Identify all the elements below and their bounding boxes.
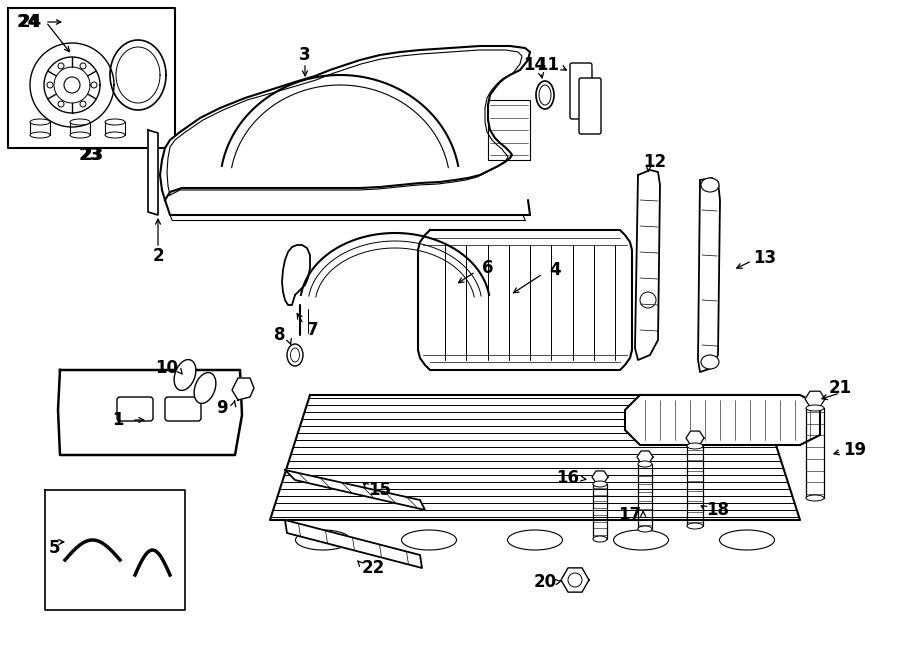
Ellipse shape — [30, 119, 50, 125]
Ellipse shape — [105, 132, 125, 138]
Text: 9: 9 — [216, 399, 228, 417]
Polygon shape — [561, 568, 589, 592]
Polygon shape — [270, 395, 800, 520]
Ellipse shape — [70, 132, 90, 138]
Ellipse shape — [593, 536, 607, 542]
Polygon shape — [477, 320, 493, 350]
Text: 20: 20 — [534, 573, 556, 591]
Polygon shape — [477, 280, 493, 310]
Ellipse shape — [105, 119, 125, 125]
Polygon shape — [507, 320, 523, 350]
Polygon shape — [507, 280, 523, 310]
Text: 6: 6 — [482, 259, 494, 277]
Ellipse shape — [701, 178, 719, 192]
Polygon shape — [597, 280, 613, 310]
Text: 23: 23 — [78, 146, 102, 164]
Text: 19: 19 — [843, 441, 867, 459]
Polygon shape — [285, 520, 422, 568]
Polygon shape — [160, 46, 530, 200]
Polygon shape — [105, 122, 125, 135]
Text: 4: 4 — [549, 261, 561, 279]
Text: 13: 13 — [753, 249, 777, 267]
Polygon shape — [30, 122, 50, 135]
Ellipse shape — [287, 344, 303, 366]
Polygon shape — [567, 320, 583, 350]
Polygon shape — [597, 320, 613, 350]
Polygon shape — [637, 451, 653, 463]
Polygon shape — [537, 320, 553, 350]
Ellipse shape — [687, 443, 703, 449]
Ellipse shape — [70, 119, 90, 125]
Polygon shape — [418, 230, 632, 370]
Text: 11: 11 — [536, 56, 560, 74]
Polygon shape — [805, 391, 825, 407]
Ellipse shape — [295, 530, 350, 550]
Ellipse shape — [719, 530, 775, 550]
Ellipse shape — [194, 373, 216, 403]
Polygon shape — [8, 8, 175, 148]
Text: 23: 23 — [80, 146, 104, 164]
FancyBboxPatch shape — [579, 78, 601, 134]
Ellipse shape — [401, 530, 456, 550]
Polygon shape — [447, 320, 463, 350]
Ellipse shape — [614, 530, 669, 550]
Text: 8: 8 — [274, 326, 286, 344]
Ellipse shape — [638, 461, 652, 467]
Ellipse shape — [638, 526, 652, 532]
Text: 5: 5 — [50, 539, 61, 557]
Polygon shape — [593, 14, 607, 69]
Polygon shape — [638, 14, 652, 79]
Text: 14: 14 — [524, 56, 546, 74]
Text: 1: 1 — [112, 411, 124, 429]
Ellipse shape — [687, 523, 703, 529]
Polygon shape — [567, 280, 583, 310]
Text: 24: 24 — [18, 13, 41, 31]
Text: 21: 21 — [828, 379, 851, 397]
Text: 24: 24 — [16, 13, 40, 31]
Ellipse shape — [806, 405, 824, 411]
FancyBboxPatch shape — [570, 63, 592, 119]
Polygon shape — [698, 178, 720, 372]
Text: 15: 15 — [368, 481, 392, 499]
Polygon shape — [686, 431, 704, 445]
FancyBboxPatch shape — [117, 397, 153, 421]
Ellipse shape — [593, 481, 607, 487]
Polygon shape — [806, 18, 824, 108]
Ellipse shape — [508, 530, 562, 550]
Ellipse shape — [806, 495, 824, 501]
Polygon shape — [72, 375, 231, 450]
Ellipse shape — [174, 360, 196, 391]
Polygon shape — [687, 16, 703, 96]
FancyBboxPatch shape — [165, 397, 201, 421]
Polygon shape — [70, 122, 90, 135]
Polygon shape — [592, 471, 608, 483]
Text: 12: 12 — [644, 153, 667, 171]
Text: 17: 17 — [618, 506, 642, 524]
Text: 16: 16 — [556, 469, 580, 487]
Ellipse shape — [30, 132, 50, 138]
Text: 22: 22 — [362, 559, 384, 577]
Polygon shape — [285, 470, 425, 510]
Text: 3: 3 — [299, 46, 310, 64]
Polygon shape — [148, 130, 158, 215]
Polygon shape — [488, 100, 530, 160]
Text: 10: 10 — [156, 359, 178, 377]
Polygon shape — [635, 170, 660, 360]
Text: 18: 18 — [706, 501, 730, 519]
Polygon shape — [282, 245, 310, 305]
Text: 7: 7 — [307, 321, 319, 339]
Polygon shape — [232, 378, 254, 400]
Polygon shape — [58, 370, 242, 455]
Polygon shape — [537, 280, 553, 310]
Text: 2: 2 — [152, 247, 164, 265]
Ellipse shape — [536, 81, 554, 109]
Polygon shape — [447, 280, 463, 310]
Ellipse shape — [701, 355, 719, 369]
Polygon shape — [45, 490, 185, 610]
Polygon shape — [625, 395, 820, 445]
